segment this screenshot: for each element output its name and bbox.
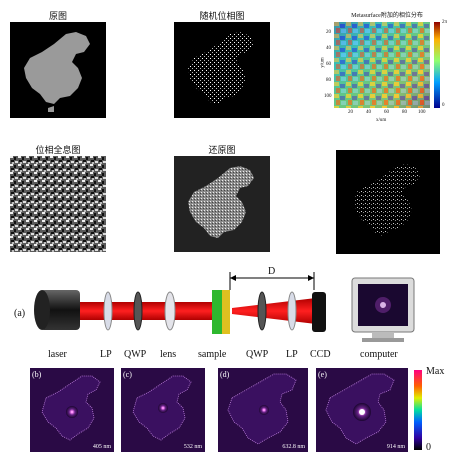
original-image-panel: [10, 22, 106, 118]
result-panel-d: (d) 632.8 nm: [218, 368, 308, 452]
label-laser: laser: [48, 349, 67, 360]
result-panel-b: (b) 405 nm: [30, 368, 114, 452]
x-tick-80: 80: [402, 110, 407, 115]
restored-image-panel: [174, 156, 270, 252]
linear-polarizer-2: [287, 291, 297, 331]
x-tick-60: 60: [384, 110, 389, 115]
sample-substrate: [212, 290, 222, 334]
panel-c-label: (c): [123, 370, 132, 379]
result-panel-e: (e) 914 nm: [316, 368, 408, 452]
label-sample: sample: [198, 349, 227, 360]
experimental-map: [354, 164, 420, 236]
caption-random-phase: 随机位相图: [199, 11, 245, 21]
ccd-camera: [312, 292, 326, 332]
laser-beam: [78, 302, 214, 320]
panel-d-label: (d): [220, 370, 230, 379]
distance-label: D: [268, 266, 276, 277]
y-tick-40: 40: [326, 46, 331, 51]
laser-device: [40, 290, 80, 330]
panel-c-wavelength: 532 nm: [183, 444, 202, 450]
y-tick-60: 60: [326, 62, 331, 67]
label-computer: computer: [360, 349, 398, 360]
panel-d-wavelength: 632.8 nm: [282, 444, 305, 450]
y-tick-20: 20: [326, 30, 331, 35]
y-tick-100: 100: [324, 94, 332, 99]
x-tick-40: 40: [366, 110, 371, 115]
colorbar-min-label: 0: [426, 442, 431, 453]
phase-colorbar: [434, 22, 440, 108]
result-panel-c: (c) 532 nm: [121, 368, 205, 452]
panel-b-wavelength: 405 nm: [92, 444, 111, 450]
china-map-silhouette: [24, 32, 90, 112]
label-qwp-1: QWP: [124, 349, 147, 360]
setup-panel-label: (a): [14, 308, 26, 319]
lens: [164, 291, 176, 331]
caption-restored: 还原图: [208, 145, 236, 155]
label-ccd: CCD: [310, 349, 331, 360]
label-qwp-2: QWP: [246, 349, 269, 360]
x-axis-label: x/um: [376, 118, 387, 123]
experimental-restored-panel: [336, 150, 440, 254]
y-axis-label: y/um: [320, 57, 326, 68]
phase-distribution-map: [334, 22, 430, 108]
panel-b-label: (b): [32, 370, 42, 379]
linear-polarizer-1: [103, 291, 113, 331]
hologram-noise: [10, 156, 106, 252]
quarter-wave-plate-1: [133, 291, 143, 331]
random-phase-panel: [174, 22, 270, 118]
colorbar-top-tick: 2π: [442, 20, 448, 25]
label-lp-2: LP: [286, 349, 298, 360]
label-lens: lens: [160, 349, 177, 360]
colorbar-bottom-tick: 0: [442, 103, 445, 108]
metasurface-phase-chart: Metasurface附加的相位分布: [312, 8, 462, 128]
intensity-colorbar: [414, 370, 422, 450]
restored-map: [188, 166, 254, 238]
panel-e-wavelength: 914 nm: [386, 444, 405, 450]
caption-phase-hologram: 位相全息图: [35, 145, 81, 155]
optical-setup-diagram: [34, 272, 415, 342]
quarter-wave-plate-2: [257, 291, 267, 331]
x-tick-100: 100: [418, 110, 426, 115]
label-lp-1: LP: [100, 349, 112, 360]
metasurface-title: Metasurface附加的相位分布: [351, 13, 423, 19]
x-tick-20: 20: [348, 110, 353, 115]
panel-e-label: (e): [318, 370, 327, 379]
caption-original: 原图: [48, 11, 67, 21]
phase-hologram-panel: [10, 156, 106, 252]
y-tick-80: 80: [326, 78, 331, 83]
colorbar-max-label: Max: [426, 366, 445, 377]
diffracted-beam: [232, 298, 316, 324]
random-phase-map: [188, 32, 254, 104]
